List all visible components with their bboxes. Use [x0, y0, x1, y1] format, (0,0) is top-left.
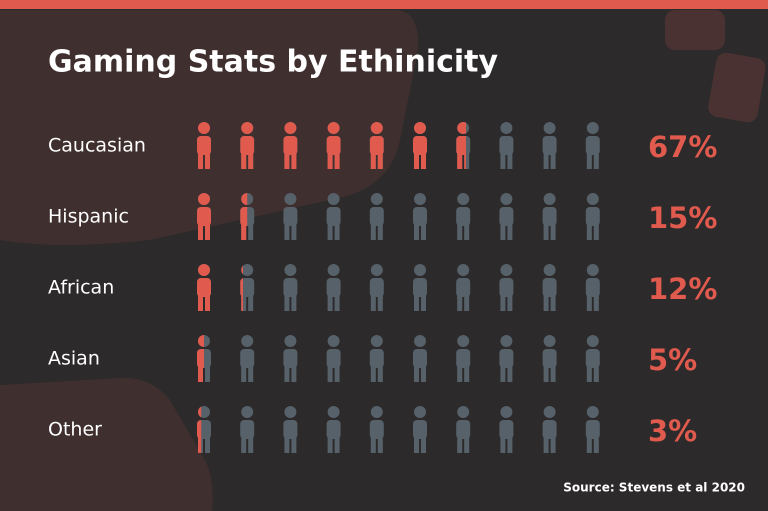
category-label: African	[48, 277, 114, 299]
top-bar	[0, 0, 768, 9]
value-label: 12%	[648, 272, 717, 306]
value-label: 15%	[648, 201, 717, 235]
category-label: Caucasian	[48, 135, 146, 157]
filled-icons	[197, 122, 467, 169]
decor-shape	[665, 10, 725, 50]
category-label: Other	[48, 419, 102, 441]
filled-icons	[197, 406, 202, 453]
source: Source: Stevens et al 2020	[563, 481, 745, 495]
filled-icons	[197, 264, 243, 311]
filled-icons	[197, 335, 204, 382]
chart-title: Gaming Stats by Ethinicity	[48, 45, 499, 80]
filled-icons	[197, 193, 248, 240]
value-label: 67%	[648, 130, 717, 164]
category-label: Hispanic	[48, 206, 129, 228]
category-label: Asian	[48, 348, 100, 370]
decor-shape	[708, 52, 766, 123]
decor-blob	[0, 377, 213, 511]
value-label: 3%	[648, 414, 697, 448]
empty-icons	[197, 406, 600, 453]
empty-icons	[197, 264, 600, 311]
value-label: 5%	[648, 343, 697, 377]
